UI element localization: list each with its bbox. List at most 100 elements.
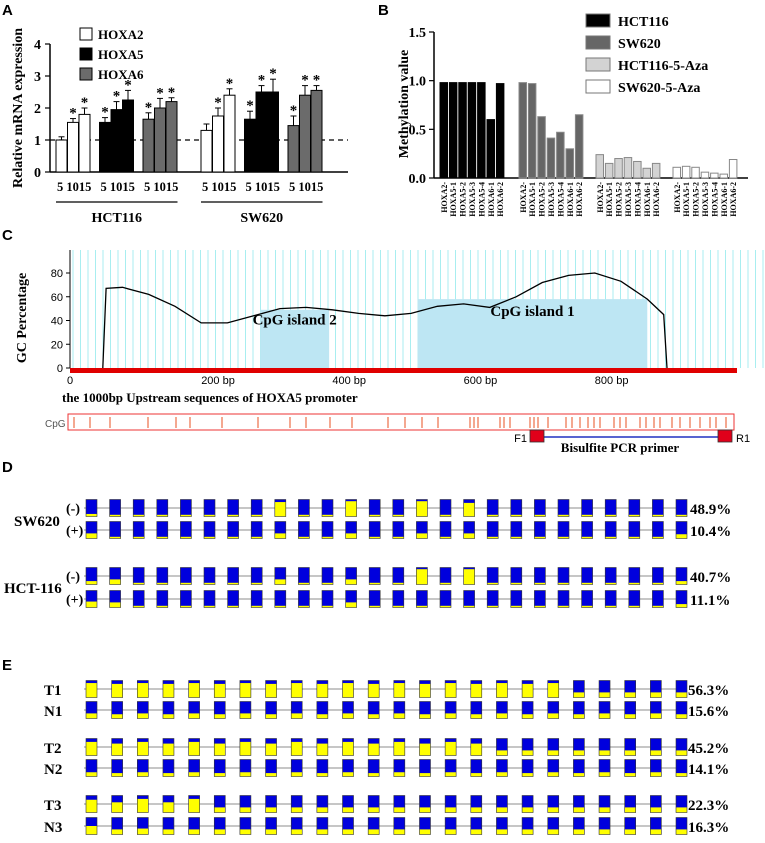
cpg-site-methylated bbox=[204, 536, 215, 539]
cpg-site-outline bbox=[652, 499, 664, 517]
bar bbox=[154, 107, 166, 173]
cpg-site-unmethylated bbox=[628, 590, 640, 608]
cpg-site-outline bbox=[573, 680, 585, 698]
cpg-site-unmethylated bbox=[265, 817, 277, 835]
cpg-site-unmethylated bbox=[86, 590, 97, 608]
cpg-site-methylated bbox=[156, 582, 168, 585]
cpg-site-unmethylated bbox=[137, 759, 149, 777]
y-axis-label: Methylation value bbox=[397, 50, 412, 159]
cpg-site-outline bbox=[213, 759, 226, 777]
cpg-site-methylated bbox=[345, 533, 357, 539]
cpg-site-outline bbox=[439, 590, 452, 608]
y-tick-label: 1.5 bbox=[409, 26, 427, 41]
cpg-site-methylated bbox=[599, 750, 611, 756]
cpg-site-methylated bbox=[650, 692, 662, 698]
cpg-site-unmethylated bbox=[676, 521, 687, 539]
cpg-site-outline bbox=[598, 738, 611, 756]
bar bbox=[595, 154, 604, 179]
bar bbox=[546, 137, 556, 179]
cpg-site-methylated bbox=[440, 605, 451, 608]
cpg-site-unmethylated bbox=[316, 817, 328, 835]
cpg-site-unmethylated bbox=[676, 680, 687, 698]
cpg-site-outline bbox=[162, 759, 175, 777]
category-label: HOXA6-2 bbox=[575, 182, 584, 217]
cpg-site-methylated bbox=[111, 714, 123, 719]
cpg-site-outline bbox=[486, 499, 499, 517]
cpg-site-unmethylated bbox=[133, 567, 145, 585]
cpg-site-outline bbox=[290, 680, 303, 698]
cpg-site-unmethylated bbox=[369, 567, 381, 585]
cpg-site-outline bbox=[85, 521, 98, 539]
significance-star: * bbox=[168, 85, 176, 101]
cpg-site-methylated bbox=[624, 829, 636, 835]
cpg-site-outline bbox=[534, 499, 546, 517]
cpg-site-methylated bbox=[510, 514, 522, 517]
cpg-site-methylated bbox=[416, 501, 428, 517]
cpg-site-outline bbox=[444, 701, 457, 719]
cpg-site-methylated bbox=[573, 750, 585, 756]
cpg-site-unmethylated bbox=[345, 590, 357, 608]
panel-label-d: D bbox=[2, 459, 13, 476]
cpg-site-outline bbox=[496, 759, 508, 777]
cpg-site-unmethylated bbox=[180, 521, 192, 539]
cpg-track-label: CpG bbox=[45, 419, 66, 430]
cpg-site-methylated bbox=[368, 807, 380, 813]
cpg-site-methylated bbox=[265, 743, 277, 756]
category-label: HOXA5-2 bbox=[459, 182, 468, 217]
cpg-site-methylated bbox=[137, 713, 149, 719]
cpg-site-methylated bbox=[599, 829, 611, 835]
cpg-site-methylated bbox=[463, 569, 475, 585]
cpg-site-methylated bbox=[624, 750, 636, 756]
cpg-site-methylated bbox=[392, 536, 404, 539]
cpg-site-outline bbox=[213, 795, 226, 813]
cpg-site-methylated bbox=[316, 743, 328, 756]
cpg-site-outline bbox=[419, 817, 431, 835]
cpg-site-methylated bbox=[445, 683, 457, 698]
cpg-site-outline bbox=[652, 567, 664, 585]
cpg-site-methylated bbox=[180, 582, 192, 585]
cpg-site-outline bbox=[137, 738, 149, 756]
cpg-site-outline bbox=[213, 680, 226, 698]
cpg-site-outline bbox=[203, 499, 216, 517]
cpg-site-unmethylated bbox=[581, 590, 593, 608]
cpg-site-outline bbox=[650, 738, 662, 756]
cpg-site-methylated bbox=[470, 743, 482, 756]
cpg-site-methylated bbox=[534, 536, 546, 539]
cpg-site-methylated bbox=[298, 536, 310, 539]
cpg-site-unmethylated bbox=[393, 817, 405, 835]
cpg-site-outline bbox=[132, 590, 145, 608]
cpg-site-unmethylated bbox=[628, 567, 640, 585]
bar bbox=[614, 158, 623, 179]
category-label: HOXA5-4 bbox=[710, 182, 719, 217]
panel-e-methylation: T1 56.3% N1 15.6% T2 45.2% N2 14.1% T3 22.3% N3 16.… bbox=[44, 680, 729, 836]
category-label: HOXA5-1 bbox=[682, 182, 691, 217]
cpg-site-methylated bbox=[581, 605, 593, 608]
cpg-site-unmethylated bbox=[162, 817, 174, 835]
cpg-site-outline bbox=[85, 759, 98, 777]
cpg-site-outline bbox=[470, 817, 483, 835]
cpg-site-unmethylated bbox=[650, 817, 662, 835]
cpg-site-methylated bbox=[162, 773, 174, 777]
cpg-site-unmethylated bbox=[440, 499, 451, 517]
cpg-site-outline bbox=[180, 590, 192, 608]
cpg-site-unmethylated bbox=[133, 521, 145, 539]
cpg-site-unmethylated bbox=[581, 499, 593, 517]
cpg-site-unmethylated bbox=[368, 759, 380, 777]
category-label: HOXA5-1 bbox=[605, 182, 614, 217]
category-label: HOXA5-2 bbox=[615, 182, 624, 217]
cpg-site-methylated bbox=[558, 514, 569, 517]
cpg-site-unmethylated bbox=[214, 759, 226, 777]
cpg-site-unmethylated bbox=[650, 680, 662, 698]
cpg-site-outline bbox=[239, 701, 252, 719]
cpg-site-methylated bbox=[392, 582, 404, 585]
cpg-site-methylated bbox=[573, 714, 585, 719]
cpg-site-outline bbox=[180, 499, 192, 517]
cpg-site-methylated bbox=[274, 502, 286, 517]
legend-swatch bbox=[585, 13, 611, 28]
cpg-site-outline bbox=[624, 701, 636, 719]
cpg-site-outline bbox=[419, 738, 431, 756]
cpg-site-outline bbox=[416, 499, 428, 517]
category-label: HOXA5-3 bbox=[468, 182, 477, 217]
category-label: HOXA5-4 bbox=[477, 182, 486, 217]
cpg-site-methylated bbox=[316, 683, 328, 698]
